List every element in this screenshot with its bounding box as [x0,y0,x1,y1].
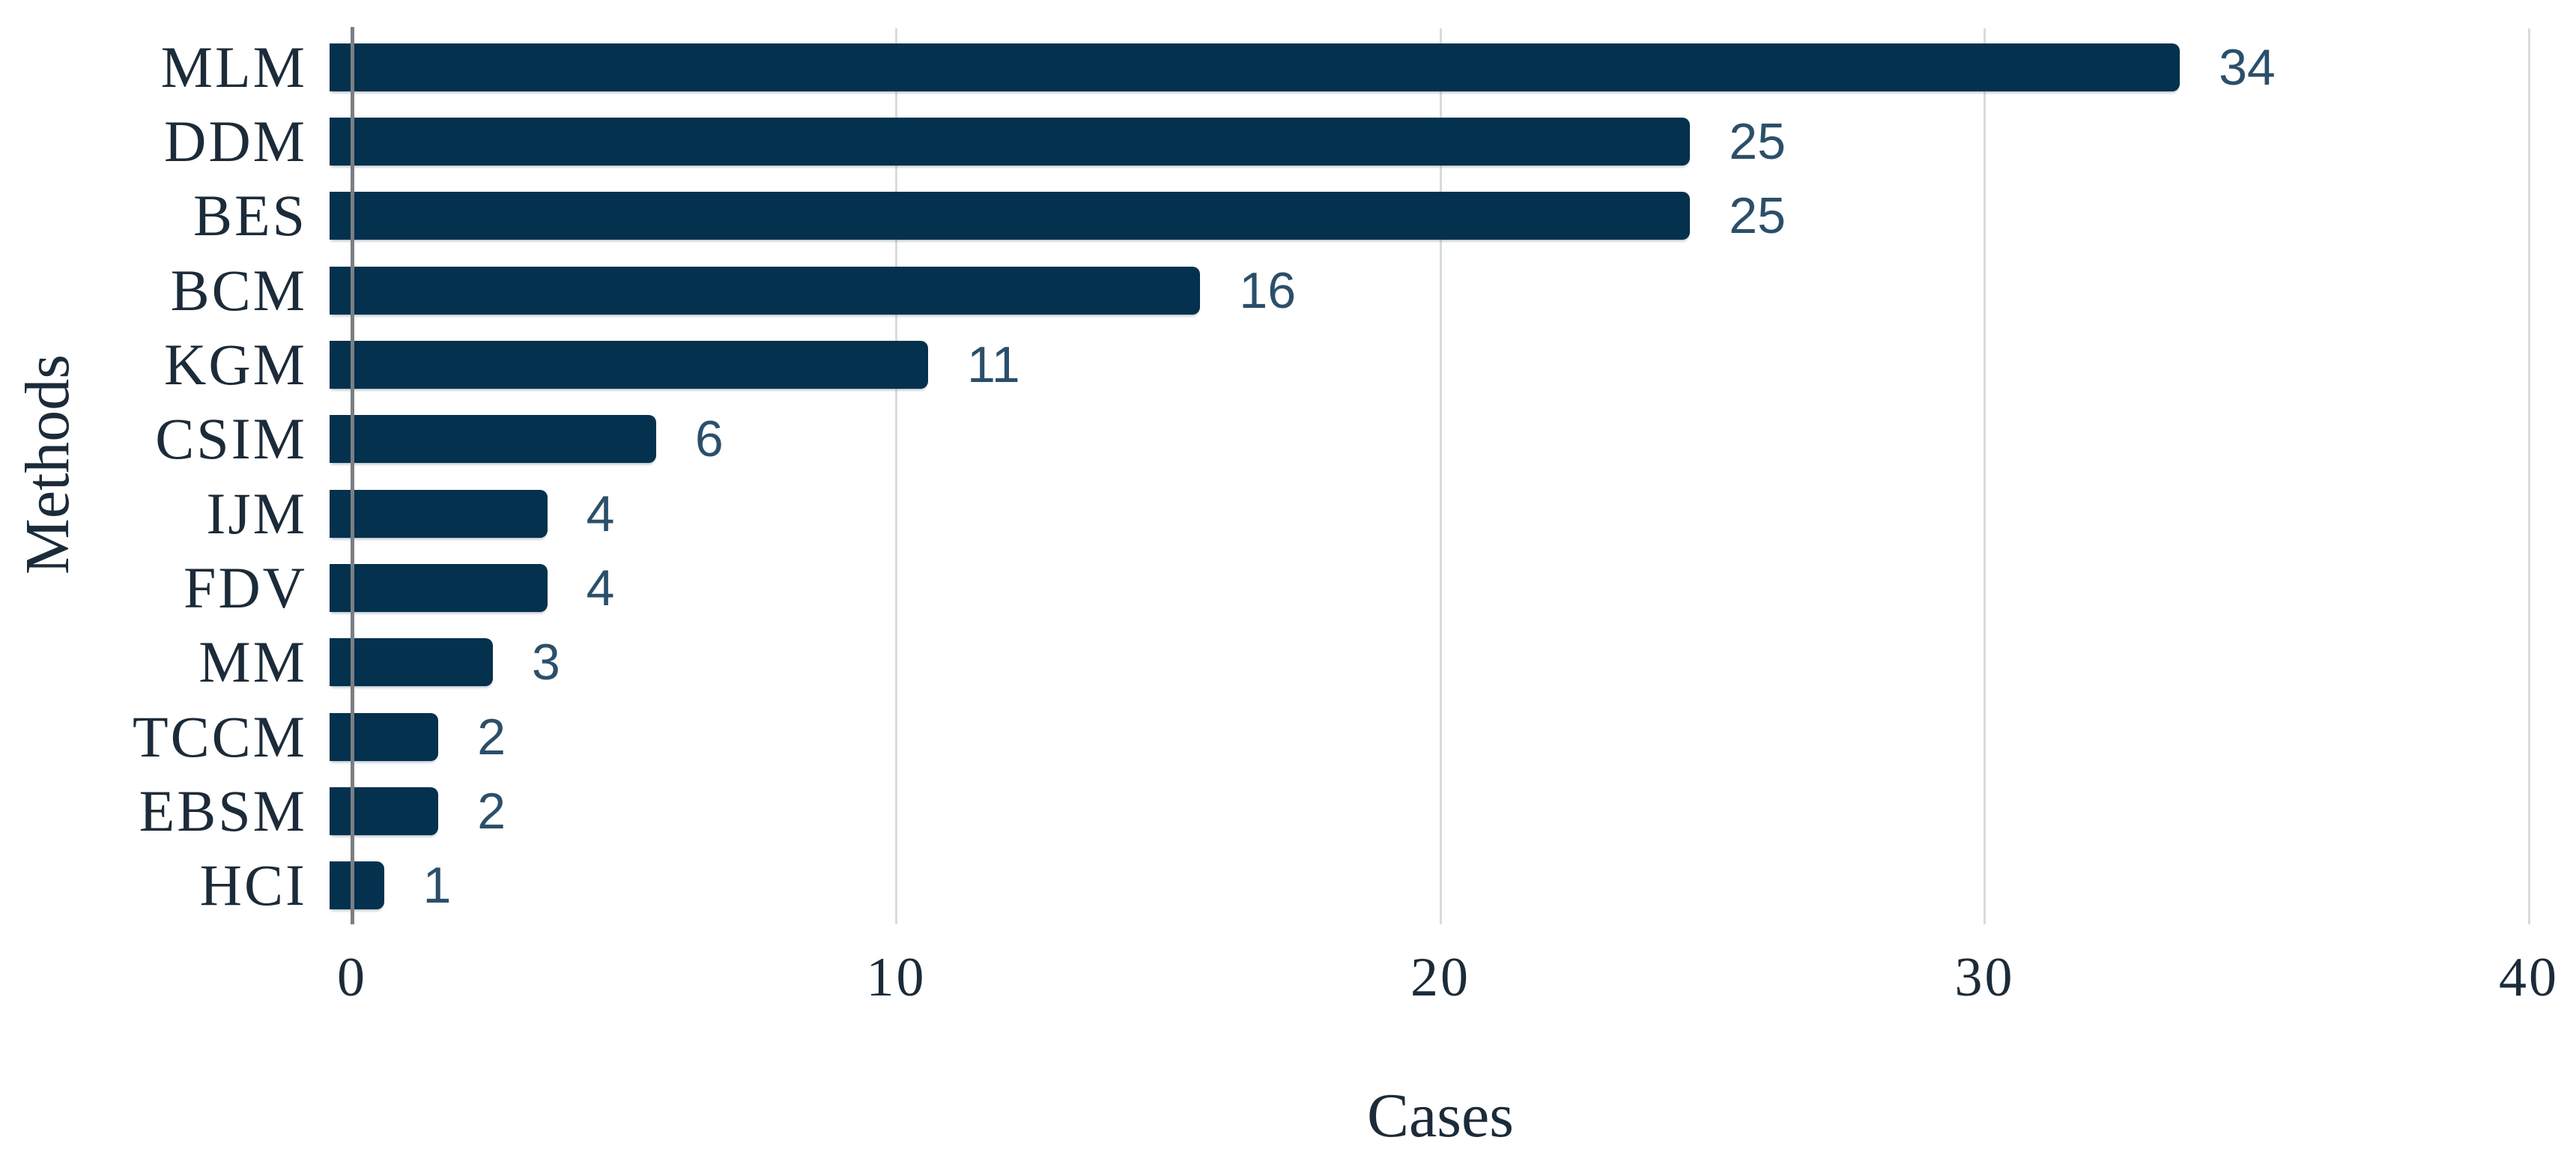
bar-track: 4 [330,559,2506,616]
x-tick-label-10: 10 [866,947,927,1008]
gridline-40 [2527,28,2530,924]
bar-row: MLM 34 [0,30,2576,104]
bar-row: HCI 1 [0,849,2576,923]
category-label: DDM [163,108,307,174]
bar-track: 2 [330,782,2506,840]
bar-track: 25 [330,112,2506,170]
bar [330,266,1201,315]
bar-row: CSIM 6 [0,402,2576,476]
bar [330,786,439,835]
bar-track: 11 [330,336,2506,393]
category-label: EBSM [139,778,307,843]
bar-row: IJM 4 [0,476,2576,551]
value-label: 4 [586,559,615,616]
bar [330,861,384,910]
bar [330,43,2180,91]
bar-track: 3 [330,634,2506,691]
category-label: BCM [170,257,307,323]
bar-track: 4 [330,485,2506,542]
bar-track: 1 [330,857,2506,915]
value-label: 1 [422,857,452,915]
category-label: BES [193,183,307,249]
value-label: 6 [694,410,724,468]
value-label: 3 [531,634,560,691]
bar-row: KGM 11 [0,327,2576,401]
gridline-20 [1439,28,1442,924]
bar-row: EBSM 2 [0,774,2576,848]
bar [330,712,439,761]
bar-row: MM 3 [0,625,2576,700]
value-label: 2 [477,782,506,840]
category-label: MM [198,629,307,695]
value-label: 2 [477,708,506,766]
value-label: 25 [1729,187,1786,245]
y-axis-line [351,27,354,924]
bar-track: 2 [330,708,2506,766]
x-axis-title: Cases [1367,1081,1514,1151]
plot-area [352,28,2530,924]
bar-row: BCM 16 [0,253,2576,327]
category-label: KGM [163,331,307,397]
value-label: 34 [2219,38,2276,96]
bar [330,192,1691,240]
category-label: FDV [183,554,307,620]
x-tick-label-30: 30 [1954,947,2015,1008]
bar-row: TCCM 2 [0,700,2576,774]
value-label: 16 [1239,261,1297,319]
bar-track: 34 [330,38,2506,96]
value-label: 4 [586,485,615,542]
bar [330,638,493,687]
x-axis-ticks: 0 10 20 30 40 [337,947,2557,1032]
bar-track: 16 [330,261,2506,319]
bar-track: 25 [330,187,2506,245]
bar [330,340,929,389]
category-label: MLM [160,34,307,100]
gridline-30 [1983,28,1986,924]
bar-row: FDV 4 [0,551,2576,625]
bar [330,489,548,538]
x-tick-label-0: 0 [337,947,367,1008]
value-label: 25 [1729,112,1786,170]
value-label: 11 [967,336,1020,393]
bar [330,117,1691,166]
category-label: HCI [199,852,307,918]
bar-track: 6 [330,410,2506,468]
bar [330,563,548,612]
bar-row: BES 25 [0,179,2576,253]
bar-row: DDM 25 [0,104,2576,178]
gridline-10 [895,28,897,924]
x-tick-label-20: 20 [1410,947,1470,1008]
x-tick-label-40: 40 [2499,947,2559,1008]
bar-rows: MLM 34 DDM 25 BES 25 BCM 16 KGM 11 CSIM 6 IJM 4 FDV 4 MM… [0,30,2576,923]
category-label: CSIM [155,406,307,472]
category-label: IJM [206,480,307,546]
category-label: TCCM [132,703,307,769]
bar [330,415,656,464]
